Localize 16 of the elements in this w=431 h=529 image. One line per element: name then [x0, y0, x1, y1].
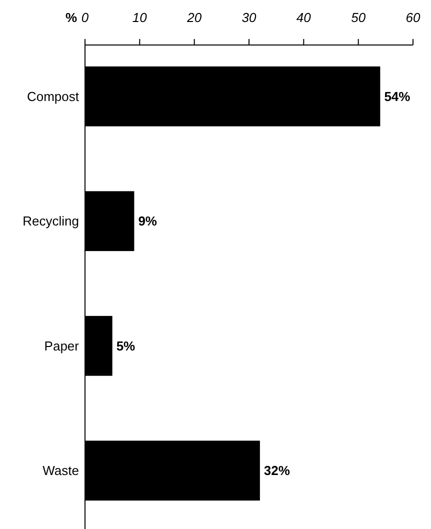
data-label: 5% [116, 338, 136, 354]
y-tick-label: Recycling [22, 214, 79, 229]
data-label: 32% [264, 463, 290, 478]
y-tick-label: Compost [26, 88, 80, 104]
x-tick-label: 0 [81, 10, 90, 25]
x-tick-label: 30 [242, 10, 257, 25]
y-tick-label: Paper [44, 338, 80, 354]
x-tick-label: 40 [296, 10, 312, 25]
data-label: 54% [384, 88, 411, 104]
x-tick-label: 20 [186, 10, 202, 25]
x-axis-title: % [65, 10, 78, 25]
data-label: 9% [138, 214, 158, 229]
x-tick-label: 50 [351, 10, 366, 25]
x-tick-label: 60 [406, 10, 421, 25]
x-tick-label: 10 [132, 10, 148, 25]
y-tick-label: Waste [42, 463, 79, 478]
